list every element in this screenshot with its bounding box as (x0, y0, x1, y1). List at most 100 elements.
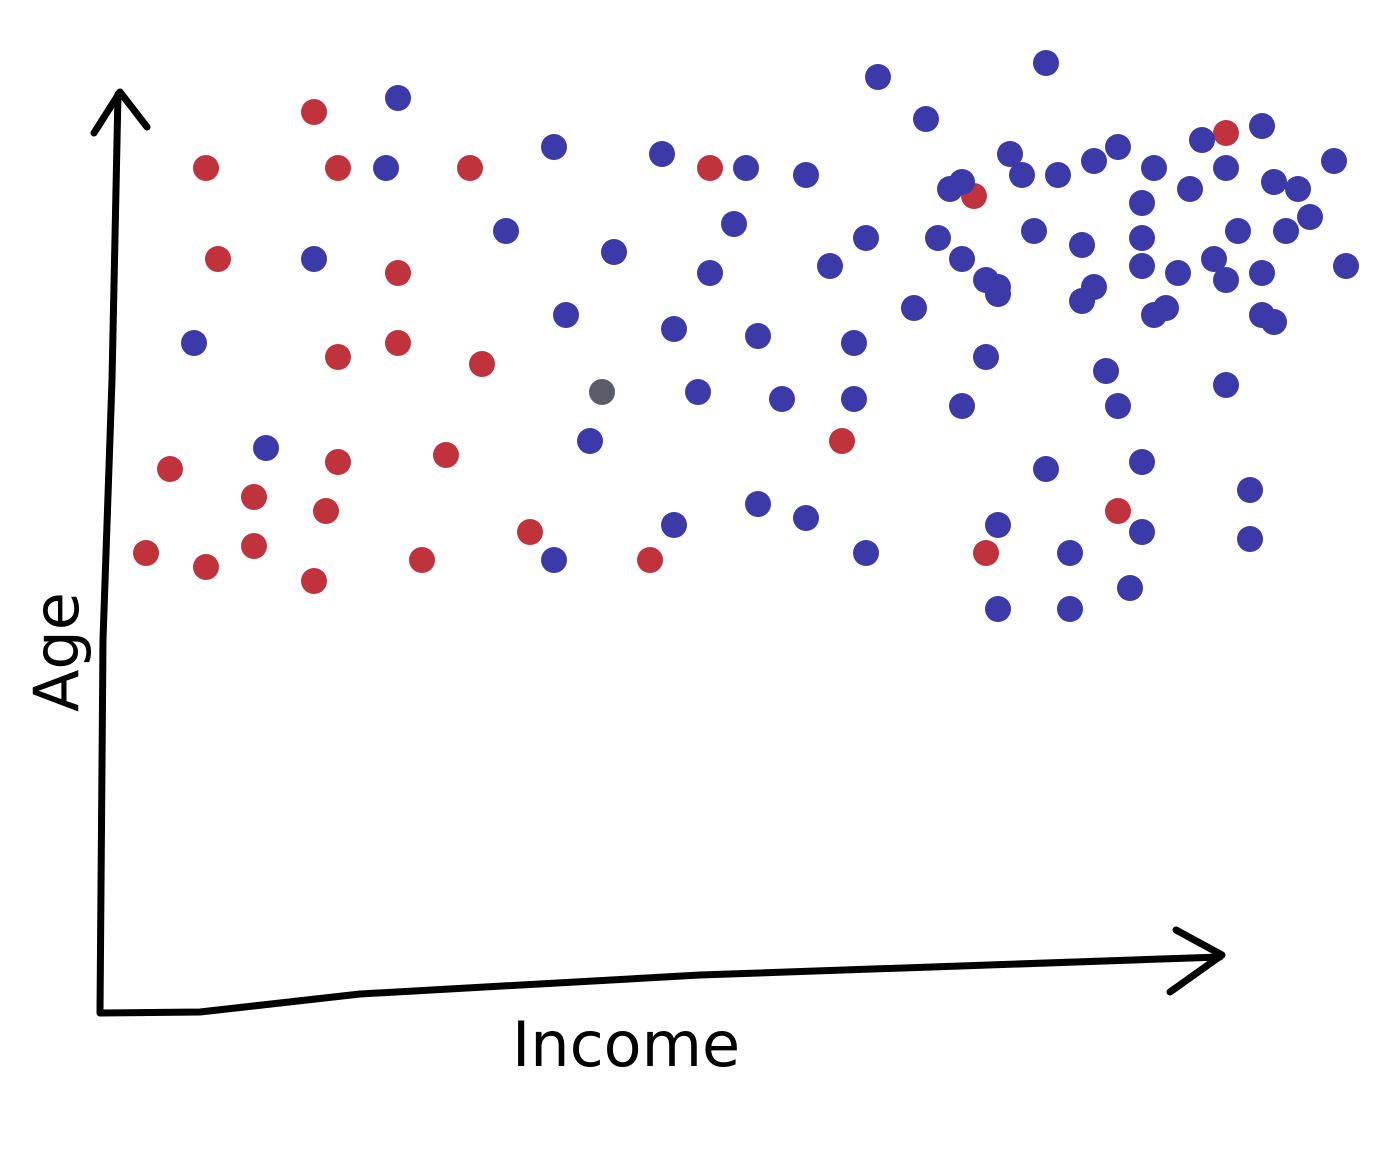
point-s1-42 (1129, 253, 1155, 279)
point-s1-59 (745, 323, 771, 349)
x-axis-line (96, 953, 1224, 1017)
point-s1-2 (913, 106, 939, 132)
point-s1-13 (1045, 162, 1071, 188)
point-s0-11 (469, 351, 495, 377)
point-s1-75 (745, 491, 771, 517)
point-s0-13 (325, 449, 351, 475)
point-s1-6 (997, 141, 1023, 167)
point-s1-83 (1117, 575, 1143, 601)
point-s1-3 (1033, 50, 1059, 76)
point-s1-37 (601, 239, 627, 265)
point-s1-27 (853, 225, 879, 251)
point-s1-72 (1129, 449, 1155, 475)
point-s1-52 (1069, 288, 1095, 314)
point-s1-69 (253, 435, 279, 461)
point-s1-68 (1105, 393, 1131, 419)
point-s1-5 (649, 141, 675, 167)
point-s1-43 (1165, 260, 1191, 286)
data-points (133, 50, 1359, 622)
point-s1-17 (1189, 127, 1215, 153)
point-s1-65 (769, 386, 795, 412)
point-s1-82 (1057, 540, 1083, 566)
point-s1-8 (733, 155, 759, 181)
point-s1-74 (661, 512, 687, 538)
y-axis-label: Age (20, 592, 93, 712)
point-s1-67 (949, 393, 975, 419)
point-s0-22 (409, 547, 435, 573)
point-s1-81 (853, 540, 879, 566)
point-s1-61 (973, 344, 999, 370)
point-s0-8 (385, 260, 411, 286)
point-s0-6 (1213, 120, 1239, 146)
y-axis-line (96, 90, 122, 1016)
point-s1-11 (949, 169, 975, 195)
point-s0-10 (325, 344, 351, 370)
point-s0-23 (637, 547, 663, 573)
point-s1-39 (817, 253, 843, 279)
x-axis-label: Income (512, 1008, 740, 1081)
point-s1-62 (1093, 358, 1119, 384)
point-s1-38 (697, 260, 723, 286)
point-s1-76 (793, 505, 819, 531)
point-s1-22 (1321, 148, 1347, 174)
point-s0-0 (301, 99, 327, 125)
point-s1-36 (301, 246, 327, 272)
point-s0-1 (193, 155, 219, 181)
point-s1-0 (385, 85, 411, 111)
point-s1-12 (1009, 162, 1035, 188)
point-s0-24 (829, 428, 855, 454)
point-s1-60 (841, 330, 867, 356)
point-s1-66 (841, 386, 867, 412)
point-s1-32 (1201, 246, 1227, 272)
point-s0-4 (697, 155, 723, 181)
point-s1-58 (661, 316, 687, 342)
point-s1-54 (1153, 295, 1179, 321)
point-s0-16 (313, 498, 339, 524)
point-s1-31 (1129, 225, 1155, 251)
point-s0-14 (433, 442, 459, 468)
point-s0-15 (241, 484, 267, 510)
point-s1-51 (985, 274, 1011, 300)
point-s1-9 (793, 162, 819, 188)
point-s0-19 (241, 533, 267, 559)
point-s1-63 (1213, 372, 1239, 398)
point-s1-14 (1081, 148, 1107, 174)
point-s1-44 (1213, 267, 1239, 293)
point-s1-16 (1141, 155, 1167, 181)
point-s1-40 (949, 246, 975, 272)
point-s1-77 (985, 512, 1011, 538)
point-s0-25 (1105, 498, 1131, 524)
point-s1-15 (1105, 134, 1131, 160)
point-s0-17 (517, 519, 543, 545)
point-s0-3 (457, 155, 483, 181)
point-s1-80 (541, 547, 567, 573)
x-axis-arrowhead (1166, 926, 1226, 996)
point-s1-78 (1129, 519, 1155, 545)
point-s1-34 (1273, 218, 1299, 244)
point-s1-18 (1213, 155, 1239, 181)
point-s1-48 (553, 302, 579, 328)
point-s1-73 (1237, 477, 1263, 503)
point-s1-46 (1333, 253, 1359, 279)
point-s1-45 (1249, 260, 1275, 286)
point-s1-4 (541, 134, 567, 160)
point-s0-7 (205, 246, 231, 272)
point-s1-30 (1069, 232, 1095, 258)
point-s1-84 (985, 596, 1011, 622)
point-s1-56 (1261, 309, 1287, 335)
point-s1-23 (1129, 190, 1155, 216)
point-s2-0 (589, 379, 615, 405)
point-s1-57 (181, 330, 207, 356)
point-s1-85 (1057, 596, 1083, 622)
y-axis-arrowhead (90, 88, 151, 137)
point-s0-9 (385, 330, 411, 356)
point-s1-19 (1249, 113, 1275, 139)
point-s0-21 (301, 568, 327, 594)
point-s1-64 (685, 379, 711, 405)
point-s0-26 (973, 540, 999, 566)
point-s1-29 (1021, 218, 1047, 244)
point-s1-25 (493, 218, 519, 244)
point-s1-7 (373, 155, 399, 181)
